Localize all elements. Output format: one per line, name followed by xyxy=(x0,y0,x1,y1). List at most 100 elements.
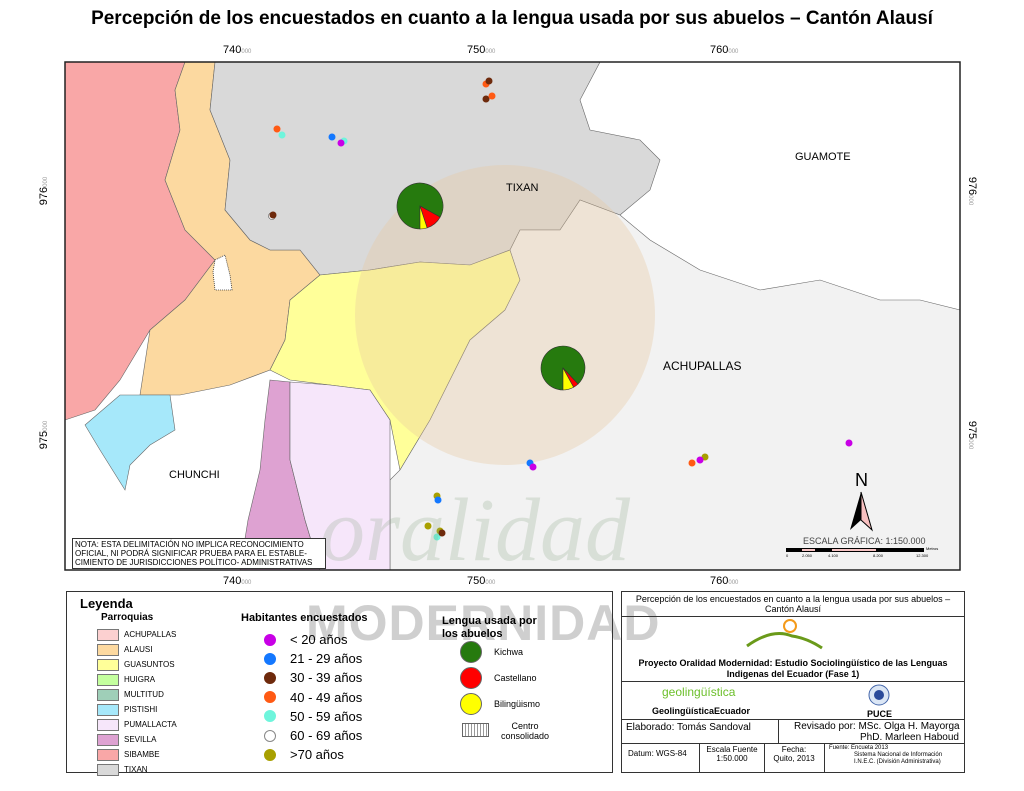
legend-age: 21 - 29 años xyxy=(264,649,362,668)
x-tick-top: 760000 xyxy=(710,44,739,56)
puce-logo xyxy=(868,684,890,706)
age-dot-icon xyxy=(264,729,276,742)
project-title: Proyecto Oralidad Modernidad: Estudio So… xyxy=(638,658,948,679)
survey-point xyxy=(328,133,336,141)
parish-swatch xyxy=(97,673,119,686)
survey-point xyxy=(488,92,496,100)
age-dot-icon xyxy=(264,633,276,646)
survey-point xyxy=(337,139,345,147)
parish-swatch xyxy=(97,658,119,671)
y-tick-left: 976000 xyxy=(38,176,51,206)
centro-swatch xyxy=(462,723,489,737)
parish-swatch xyxy=(97,628,119,641)
scale-tick: 4.100 xyxy=(828,553,839,558)
age-dot-icon xyxy=(264,691,276,704)
legend-parish: GUASUNTOS xyxy=(97,657,177,672)
lang-circle-icon xyxy=(460,641,482,663)
survey-point xyxy=(269,211,277,219)
legend-parish: PISTISHI xyxy=(97,702,177,717)
geo-label: GeolingüísticaEcuador xyxy=(652,706,751,716)
survey-point xyxy=(438,529,446,537)
age-dot-icon xyxy=(264,748,276,761)
x-tick-bottom: 740000 xyxy=(223,575,252,587)
datum: Datum: WGS-84 xyxy=(628,749,687,758)
survey-point xyxy=(696,456,704,464)
y-tick-right: 976000 xyxy=(966,176,979,206)
x-tick-top: 740000 xyxy=(223,44,252,56)
x-tick-bottom: 760000 xyxy=(710,575,739,587)
map-title: Percepción de los encuestados en cuanto … xyxy=(91,8,933,29)
survey-point xyxy=(529,463,537,471)
age-legend: < 20 años 21 - 29 años 30 - 39 años 40 - 49… xyxy=(264,630,362,764)
pie-slice-kichwa xyxy=(396,182,444,230)
legend-parish: ACHUPALLAS xyxy=(97,627,177,642)
survey-point xyxy=(433,533,441,541)
legend-parish: MULTITUD xyxy=(97,687,177,702)
label-tixan: TIXAN xyxy=(506,182,539,194)
oralidad-logo xyxy=(746,619,823,650)
puce-label: PUCE xyxy=(867,709,893,719)
survey-point xyxy=(424,522,432,530)
parishes-title: Parroquias xyxy=(101,612,154,623)
x-tick-bottom: 750000 xyxy=(467,575,496,587)
parish-swatch xyxy=(97,688,119,701)
watermark-word: oralidad xyxy=(320,481,631,580)
legend-parish: SEVILLA xyxy=(97,732,177,747)
parish-legend: ACHUPALLAS ALAUSI GUASUNTOS HUIGRA MULTITUD P… xyxy=(97,627,177,777)
scale-title: ESCALA GRÁFICA: 1:150.000 xyxy=(803,536,926,546)
scale-bar xyxy=(786,548,924,552)
lang-circle-icon xyxy=(460,667,482,689)
survey-point xyxy=(273,125,281,133)
legend-parish: SIBAMBE xyxy=(97,747,177,762)
scale-tick: 8.200 xyxy=(873,553,884,558)
legend-age: 60 - 69 años xyxy=(264,726,362,745)
north-arrow-icon xyxy=(850,491,873,532)
legend-parish: ALAUSI xyxy=(97,642,177,657)
parish-swatch xyxy=(97,703,119,716)
info-title: Percepción de los encuestados en cuanto … xyxy=(635,594,951,614)
info-box: Percepción de los encuestados en cuanto … xyxy=(621,591,965,773)
legend-parish: HUIGRA xyxy=(97,672,177,687)
legend-lang: Castellano xyxy=(460,665,540,691)
lang-title: Lengua usada por los abuelos xyxy=(442,615,537,640)
legend-box: Leyenda Parroquias ACHUPALLAS ALAUSI GUASU… xyxy=(66,591,613,776)
revisado-2: PhD. Marleen Haboud xyxy=(860,732,959,743)
fuente: Fuente: Encueta 2013 Sistema Nacional de… xyxy=(829,745,943,765)
centro-label: Centro consolidado xyxy=(500,721,550,741)
pie-slice-bilinguismo xyxy=(562,367,575,391)
legend-parish: TIXAN xyxy=(97,762,177,777)
legend-age: 40 - 49 años xyxy=(264,688,362,707)
ages-title: Habitantes encuestados xyxy=(241,612,368,624)
north-label: N xyxy=(855,470,868,490)
survey-point xyxy=(482,95,490,103)
survey-point xyxy=(434,496,442,504)
fecha: Fecha: Quito, 2013 xyxy=(773,745,815,763)
y-tick-left: 975000 xyxy=(38,420,51,450)
legend-age: < 20 años xyxy=(264,630,362,649)
scale-tick: 12.300 xyxy=(916,553,929,558)
parish-swatch xyxy=(97,643,119,656)
parish-swatch xyxy=(97,733,119,746)
pie-slice-bilinguismo xyxy=(419,205,428,230)
parish-swatch xyxy=(97,763,119,776)
geo-logo: geolingüística xyxy=(662,685,736,699)
parish-swatch xyxy=(97,718,119,731)
survey-point xyxy=(688,459,696,467)
legend-parish: PUMALLACTA xyxy=(97,717,177,732)
y-tick-right: 975000 xyxy=(966,420,979,450)
age-dot-icon xyxy=(264,710,276,723)
survey-point xyxy=(278,131,286,139)
map-frame: oralidad xyxy=(64,61,961,580)
x-tick-top: 750000 xyxy=(467,44,496,56)
survey-points xyxy=(268,77,853,541)
legend-age: 30 - 39 años xyxy=(264,668,362,687)
parish-achupallas xyxy=(389,199,961,571)
pie-charts xyxy=(396,182,586,391)
scale-unit: Metros xyxy=(926,546,939,551)
label-guamote: GUAMOTE xyxy=(795,151,851,163)
legend-age: >70 años xyxy=(264,745,362,764)
lang-legend: Kichwa Castellano Bilingüismo xyxy=(460,639,540,717)
scale-tick: 2.050 xyxy=(802,553,813,558)
parish-pistishi xyxy=(84,394,176,491)
parish-swatch xyxy=(97,748,119,761)
